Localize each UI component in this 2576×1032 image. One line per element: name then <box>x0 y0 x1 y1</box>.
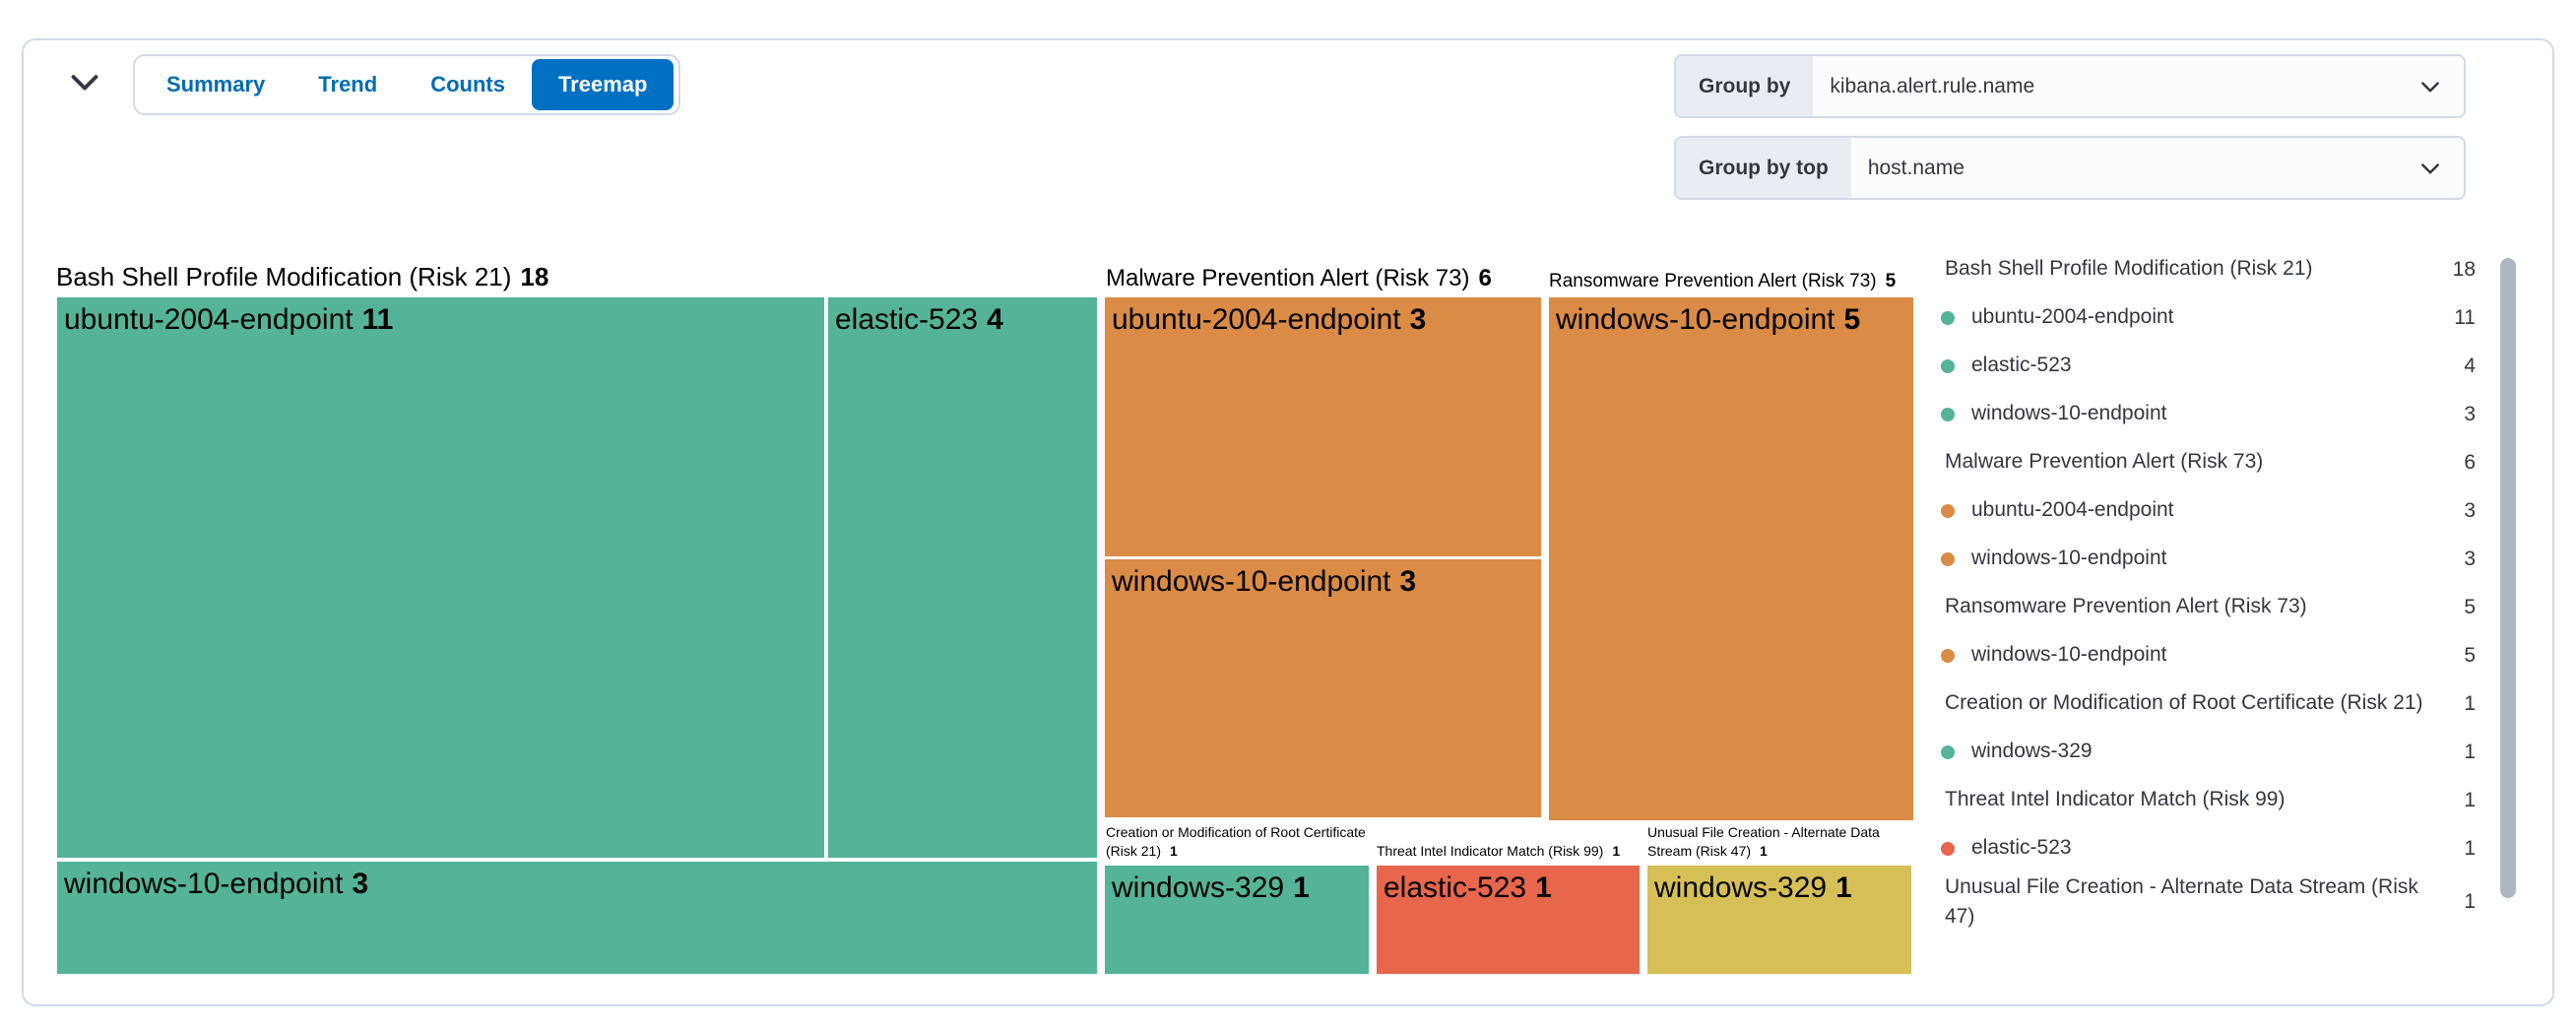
legend-group-row[interactable]: Unusual File Creation - Alternate Data S… <box>1945 875 2476 929</box>
legend-item-row[interactable]: windows-10-endpoint 3 <box>1938 390 2476 438</box>
view-mode-tab-group: Summary Trend Counts Treemap <box>133 54 681 115</box>
treemap-group-title[interactable]: Ransomware Prevention Alert (Risk 73) 5 <box>1549 271 1897 291</box>
group-by-select[interactable]: kibana.alert.rule.name <box>1830 74 2035 97</box>
tab-trend[interactable]: Trend <box>291 59 404 110</box>
legend-color-dot <box>1941 551 1955 566</box>
legend-color-dot <box>1941 503 1955 518</box>
tab-counts[interactable]: Counts <box>404 59 532 110</box>
legend-scrollbar-thumb[interactable] <box>2500 258 2516 898</box>
legend-color-dot <box>1941 648 1955 663</box>
legend-item-row[interactable]: ubuntu-2004-endpoint 11 <box>1938 293 2476 342</box>
chevron-down-icon <box>68 66 101 99</box>
treemap-cell[interactable]: ubuntu-2004-endpoint 3 <box>1105 297 1541 556</box>
treemap-group-title[interactable]: Malware Prevention Alert (Risk 73) 6 <box>1106 265 1492 291</box>
legend-color-dot <box>1941 407 1955 421</box>
treemap-group-title[interactable]: Creation or Modification of Root Certifi… <box>1106 824 1366 859</box>
legend-color-dot <box>1941 744 1955 759</box>
tab-treemap[interactable]: Treemap <box>531 59 675 110</box>
group-by-top-select[interactable]: host.name <box>1867 156 1964 179</box>
legend-item-row[interactable]: windows-329 1 <box>1938 728 2476 776</box>
group-by-top-label: Group by top <box>1676 138 1851 198</box>
legend-group-row[interactable]: Ransomware Prevention Alert (Risk 73) 5 <box>1945 595 2476 618</box>
treemap-cell[interactable]: windows-10-endpoint 5 <box>1549 297 1913 820</box>
legend-group-row[interactable]: Malware Prevention Alert (Risk 73) 6 <box>1945 450 2476 474</box>
treemap-cell[interactable]: windows-329 1 <box>1105 866 1369 974</box>
legend-item-row[interactable]: elastic-523 4 <box>1938 342 2476 390</box>
group-by-label: Group by <box>1676 56 1814 116</box>
group-by-control: Group by kibana.alert.rule.name <box>1674 54 2466 118</box>
legend-group-row[interactable]: Bash Shell Profile Modification (Risk 21… <box>1945 257 2476 281</box>
treemap-cell[interactable]: elastic-523 1 <box>1377 866 1640 974</box>
treemap-group-title[interactable]: Unusual File Creation - Alternate Data S… <box>1647 824 1880 859</box>
legend-item-row[interactable]: elastic-523 1 <box>1938 824 2476 872</box>
treemap-cell[interactable]: elastic-523 4 <box>828 297 1097 858</box>
treemap-cell[interactable]: windows-10-endpoint 3 <box>1105 559 1541 817</box>
legend-color-dot <box>1941 841 1955 856</box>
chevron-down-icon <box>2416 73 2444 100</box>
tab-summary[interactable]: Summary <box>140 59 291 110</box>
treemap-cell[interactable]: windows-329 1 <box>1647 866 1911 974</box>
treemap-cell[interactable]: windows-10-endpoint 3 <box>57 862 1097 974</box>
chevron-down-icon <box>2416 155 2444 182</box>
legend-color-dot <box>1941 310 1955 325</box>
legend-group-row[interactable]: Creation or Modification of Root Certifi… <box>1945 691 2476 715</box>
treemap-group-title[interactable]: Bash Shell Profile Modification (Risk 21… <box>56 262 549 291</box>
group-by-top-control: Group by top host.name <box>1674 136 2466 200</box>
legend-item-row[interactable]: windows-10-endpoint 3 <box>1938 535 2476 583</box>
legend: Bash Shell Profile Modification (Risk 21… <box>1938 245 2476 933</box>
legend-item-row[interactable]: windows-10-endpoint 5 <box>1938 631 2476 679</box>
collapse-panel-button[interactable] <box>63 61 106 104</box>
legend-item-row[interactable]: ubuntu-2004-endpoint 3 <box>1938 486 2476 535</box>
treemap-cell[interactable]: ubuntu-2004-endpoint 11 <box>57 297 824 858</box>
treemap-group-title[interactable]: Threat Intel Indicator Match (Risk 99) 1 <box>1377 843 1621 859</box>
legend-group-row[interactable]: Threat Intel Indicator Match (Risk 99) 1 <box>1945 788 2476 811</box>
legend-color-dot <box>1941 358 1955 373</box>
